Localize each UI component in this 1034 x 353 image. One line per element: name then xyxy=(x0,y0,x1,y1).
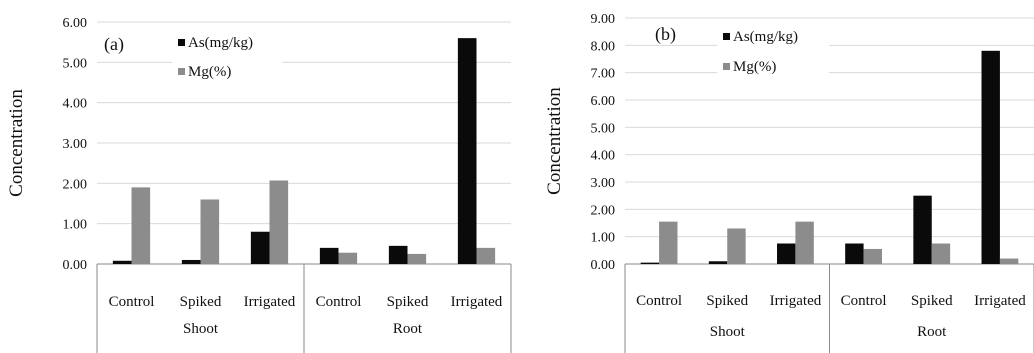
bar-mg-5 xyxy=(476,247,496,264)
y-tick-label: 1.00 xyxy=(591,231,616,246)
legend-swatch xyxy=(723,33,730,40)
bar-mg-4 xyxy=(931,243,951,264)
bar-mg-1 xyxy=(727,228,746,264)
y-axis-label: Concentration xyxy=(544,87,565,195)
y-axis-label: Concentration xyxy=(6,89,27,197)
bar-mg-0 xyxy=(659,221,678,264)
legend-swatch xyxy=(723,63,730,70)
bar-as-3 xyxy=(319,247,339,264)
x-category-label: Irrigated xyxy=(770,293,822,309)
bar-as-0 xyxy=(112,260,132,264)
chart-panel-a: 0.00 1.00 2.00 3.00 4.00 5.00 6.00 Concentratio… xyxy=(6,16,512,353)
legend-label: Mg(%) xyxy=(733,59,776,75)
x-category-label: Control xyxy=(109,294,155,310)
x-group-label: Shoot xyxy=(710,324,746,340)
x-group-label: Shoot xyxy=(183,321,219,337)
bar-as-4 xyxy=(913,195,932,264)
chart-panel-b: 0.00 1.00 2.00 3.00 4.00 5.00 6.00 7.00 8.00 9.00… xyxy=(544,12,1034,353)
bar-mg-3 xyxy=(863,248,882,264)
y-tick-label: 1.00 xyxy=(63,218,88,233)
panel-label: (b) xyxy=(655,24,676,45)
y-tick-label: 8.00 xyxy=(591,39,616,54)
y-tick-label: 3.00 xyxy=(63,137,88,152)
x-category-label: Spiked xyxy=(706,293,748,309)
bar-as-5 xyxy=(981,50,1000,264)
y-tick-label: 6.00 xyxy=(591,94,616,109)
x-group-label: Root xyxy=(393,321,423,337)
y-tick-label: 2.00 xyxy=(63,177,88,192)
bar-as-4 xyxy=(388,245,408,264)
bar-as-2 xyxy=(250,231,270,264)
x-category-label: Spiked xyxy=(911,293,953,309)
bar-mg-3 xyxy=(338,252,358,264)
legend-background xyxy=(172,32,282,80)
y-tick-label: 5.00 xyxy=(63,56,88,71)
bar-as-2 xyxy=(777,243,796,264)
y-tick-label: 4.00 xyxy=(63,97,88,112)
x-category-label: Irrigated xyxy=(451,294,503,310)
legend-label: As(mg/kg) xyxy=(188,35,253,51)
bar-mg-2 xyxy=(795,221,814,264)
y-tick-label: 0.00 xyxy=(63,258,88,273)
panel-label: (a) xyxy=(104,34,124,55)
bar-mg-0 xyxy=(131,187,151,264)
bar-mg-4 xyxy=(407,253,427,264)
x-category-label: Control xyxy=(316,294,362,310)
legend-background xyxy=(717,26,829,76)
bar-mg-1 xyxy=(200,199,220,264)
y-tick-label: 2.00 xyxy=(591,203,616,218)
bar-mg-2 xyxy=(269,180,289,264)
y-tick-label: 5.00 xyxy=(591,121,616,136)
y-tick-label: 4.00 xyxy=(591,149,616,164)
x-group-label: Root xyxy=(917,324,947,340)
bar-mg-5 xyxy=(999,258,1019,264)
x-category-label: Irrigated xyxy=(974,293,1026,309)
bar-as-5 xyxy=(457,38,477,265)
x-category-label: Control xyxy=(841,293,887,309)
x-category-label: Spiked xyxy=(387,294,429,310)
bar-as-3 xyxy=(845,243,864,264)
bar-as-1 xyxy=(181,259,201,264)
legend-label: Mg(%) xyxy=(188,64,231,80)
x-category-label: Spiked xyxy=(180,294,222,310)
x-category-label: Control xyxy=(636,293,682,309)
y-tick-label: 6.00 xyxy=(63,16,88,31)
bar-as-1 xyxy=(708,261,728,264)
legend-swatch xyxy=(178,39,185,46)
legend-label: As(mg/kg) xyxy=(733,29,798,45)
bar-as-0 xyxy=(640,262,660,264)
y-tick-label: 0.00 xyxy=(591,258,616,273)
x-category-label: Irrigated xyxy=(244,294,296,310)
y-tick-label: 7.00 xyxy=(591,67,616,82)
y-tick-label: 9.00 xyxy=(591,12,616,27)
y-tick-label: 3.00 xyxy=(591,176,616,191)
legend-swatch xyxy=(178,68,185,75)
